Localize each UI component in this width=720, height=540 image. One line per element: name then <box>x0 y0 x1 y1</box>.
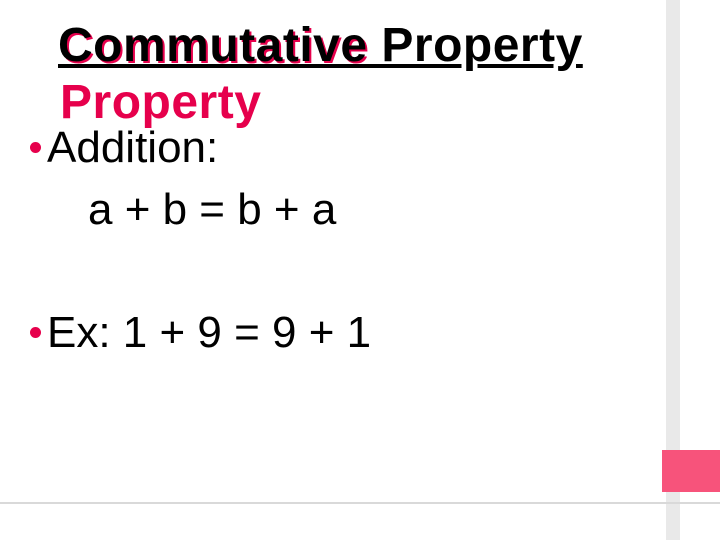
slide-content: Addition: a + b = b + a Ex: 1 + 9 = 9 + … <box>30 120 690 370</box>
title-front: Commutative Property <box>58 19 583 72</box>
accent-block <box>662 450 720 492</box>
slide-title: Commutative Property Commutative Propert… <box>58 18 583 73</box>
bottom-rule <box>0 502 720 504</box>
bullet-subtext: a + b = b + a <box>88 185 690 235</box>
slide: Commutative Property Commutative Propert… <box>0 0 720 540</box>
bullet-label: Ex: 1 + 9 = 9 + 1 <box>47 305 371 360</box>
bullet-icon <box>30 327 41 338</box>
bullet-icon <box>30 142 41 153</box>
bullet-item: Ex: 1 + 9 = 9 + 1 <box>30 305 690 360</box>
